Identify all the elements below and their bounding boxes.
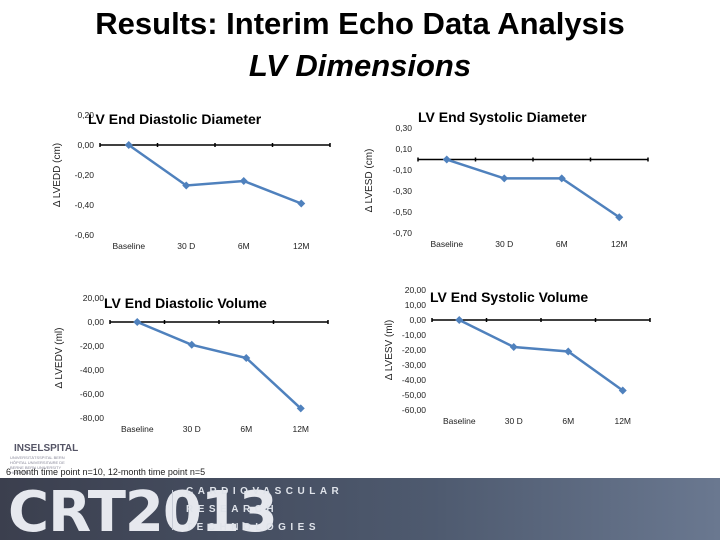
data-point <box>442 155 451 164</box>
x-tick-label: 6M <box>240 424 252 434</box>
series-line <box>458 318 624 392</box>
data-point <box>615 213 624 222</box>
x-tick-label: Baseline <box>443 416 476 426</box>
x-tick-label: 30 D <box>183 424 201 434</box>
banner-line-2: RESEARCH <box>186 504 279 515</box>
crt-banner: CRT2013 CARDIOVASCULAR RESEARCH TECHNOLO… <box>0 478 720 545</box>
y-axis-label: Δ LVESD (cm) <box>364 149 375 213</box>
data-point <box>557 174 566 183</box>
y-tick-label: -0,50 <box>393 207 413 217</box>
y-axis-label: Δ LVEDV (ml) <box>54 328 65 389</box>
charts-canvas: 0,20 0,00 -0,20 -0,40 -0,60 Baseline 30 D 6M 12M… <box>52 109 651 434</box>
data-point <box>296 404 305 413</box>
data-point <box>182 181 191 190</box>
chart-title: LV End Systolic Volume <box>430 289 588 305</box>
x-tick-label: Baseline <box>112 241 145 251</box>
x-tick-label: 12M <box>293 241 310 251</box>
data-point <box>124 141 133 149</box>
data-point <box>509 343 518 351</box>
data-point <box>455 316 464 324</box>
x-tick-label: 6M <box>238 241 250 251</box>
y-tick-label: -0,60 <box>75 230 95 240</box>
y-tick-label: -0,20 <box>75 170 95 180</box>
x-tick-label: 12M <box>614 416 631 426</box>
x-tick-label: 30 D <box>505 416 523 426</box>
y-axis-label: Δ LVESV (ml) <box>384 320 395 380</box>
y-tick-label: -0,30 <box>393 186 413 196</box>
chart-lvedv: 20,00 0,00 -20,00 -40,00 -60,00 -80,00 Baselin… <box>54 293 329 434</box>
x-tick-label: 12M <box>611 239 628 249</box>
slide-title: Results: Interim Echo Data Analysis <box>95 6 625 41</box>
y-tick-label: 0,00 <box>409 315 426 325</box>
data-point <box>564 347 573 356</box>
data-point <box>500 174 509 183</box>
y-tick-label: 0,30 <box>395 123 412 133</box>
series-line <box>446 158 620 219</box>
y-tick-label: 20,00 <box>405 285 427 295</box>
y-tick-label: 0,10 <box>395 144 412 154</box>
data-point <box>618 386 627 395</box>
chart-lvedd: 0,20 0,00 -0,20 -0,40 -0,60 Baseline 30 D 6M 12M… <box>52 110 331 251</box>
series-line <box>128 143 302 205</box>
chart-lvesd: 0,30 0,10 -0,10 -0,30 -0,50 -0,70 Baseline 30 D… <box>364 109 649 249</box>
y-tick-label: 0,20 <box>77 110 94 120</box>
footnote: 6 month time point n=10, 12-month time p… <box>6 467 206 477</box>
banner-brand: CRT2013 <box>8 480 278 545</box>
banner-line-3: TECHNOLOGIES <box>186 522 321 533</box>
y-tick-label: -80,00 <box>80 413 104 423</box>
data-point <box>297 199 306 208</box>
y-tick-label: -10,00 <box>402 330 426 340</box>
data-point <box>187 340 196 349</box>
y-tick-label: -60,00 <box>402 405 426 415</box>
y-tick-label: 0,00 <box>77 140 94 150</box>
y-tick-label: -0,10 <box>393 165 413 175</box>
x-tick-label: 6M <box>562 416 574 426</box>
y-tick-label: -0,70 <box>393 228 413 238</box>
x-tick-label: 12M <box>292 424 309 434</box>
y-tick-label: 0,00 <box>87 317 104 327</box>
y-tick-label: -0,40 <box>75 200 95 210</box>
y-tick-label: -20,00 <box>80 341 104 351</box>
y-tick-label: -40,00 <box>402 375 426 385</box>
chart-title: LV End Diastolic Diameter <box>88 111 262 127</box>
y-axis-label: Δ LVEDD (cm) <box>52 143 63 207</box>
y-tick-label: -30,00 <box>402 360 426 370</box>
y-tick-label: -40,00 <box>80 365 104 375</box>
chart-title: LV End Diastolic Volume <box>104 295 267 311</box>
data-point <box>239 177 248 185</box>
x-tick-label: Baseline <box>430 239 463 249</box>
y-tick-label: -60,00 <box>80 389 104 399</box>
y-tick-label: 10,00 <box>405 300 427 310</box>
banner-line-1: CARDIOVASCULAR <box>186 486 344 497</box>
series-line <box>136 320 302 410</box>
x-tick-label: 6M <box>556 239 568 249</box>
chart-lvesv: 20,00 10,00 0,00 -10,00 -20,00 -30,00 -40,00 -5… <box>384 285 651 426</box>
y-tick-label: 20,00 <box>83 293 105 303</box>
logo-name: INSELSPITAL <box>14 443 79 454</box>
logo-subtext: UNIVERSITÄTSSPITAL BERN HÔPITAL UNIVERSI… <box>10 455 65 475</box>
x-tick-label: 30 D <box>177 241 195 251</box>
data-point <box>133 318 142 326</box>
x-tick-label: 30 D <box>495 239 513 249</box>
banner-divider <box>172 490 173 530</box>
chart-title: LV End Systolic Diameter <box>418 109 587 125</box>
slide-subtitle: LV Dimensions <box>248 48 472 83</box>
y-tick-label: -20,00 <box>402 345 426 355</box>
y-tick-label: -50,00 <box>402 390 426 400</box>
data-point <box>242 354 251 362</box>
x-tick-label: Baseline <box>121 424 154 434</box>
